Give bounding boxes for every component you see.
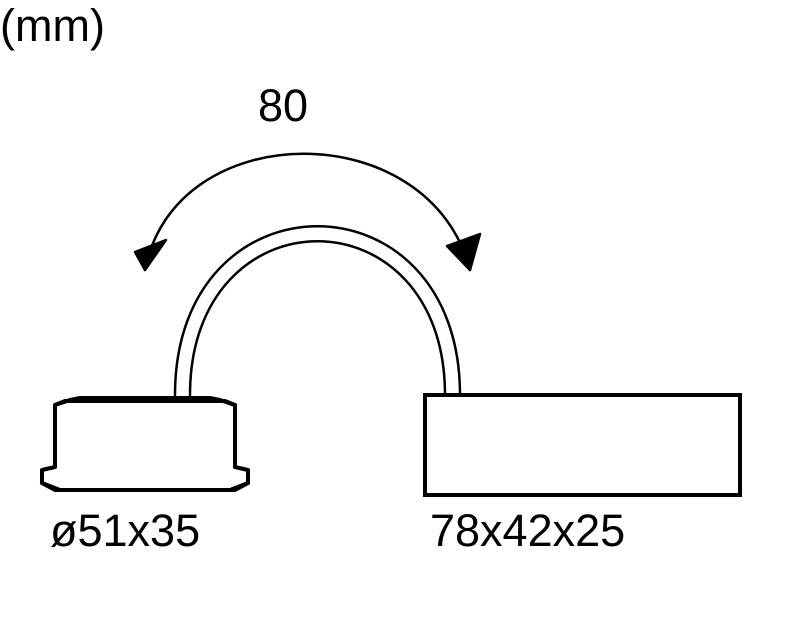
cable-outer <box>175 226 460 395</box>
dimension-arc <box>145 154 470 270</box>
led-module-flange <box>42 467 248 490</box>
driver-dimensions-label: 78x42x25 <box>430 505 625 557</box>
cable-inner <box>190 241 445 395</box>
dimension-arrow-right <box>447 234 480 270</box>
led-module-body <box>55 398 235 473</box>
module-dimensions-label: ø51x35 <box>50 505 200 557</box>
cable-length-label: 80 <box>258 80 308 132</box>
dimension-arrow-left <box>135 240 166 270</box>
diagram-stage: (mm) 80 ø51x35 78x42x25 <box>0 0 800 620</box>
unit-label: (mm) <box>0 0 105 52</box>
driver-box <box>425 395 740 495</box>
